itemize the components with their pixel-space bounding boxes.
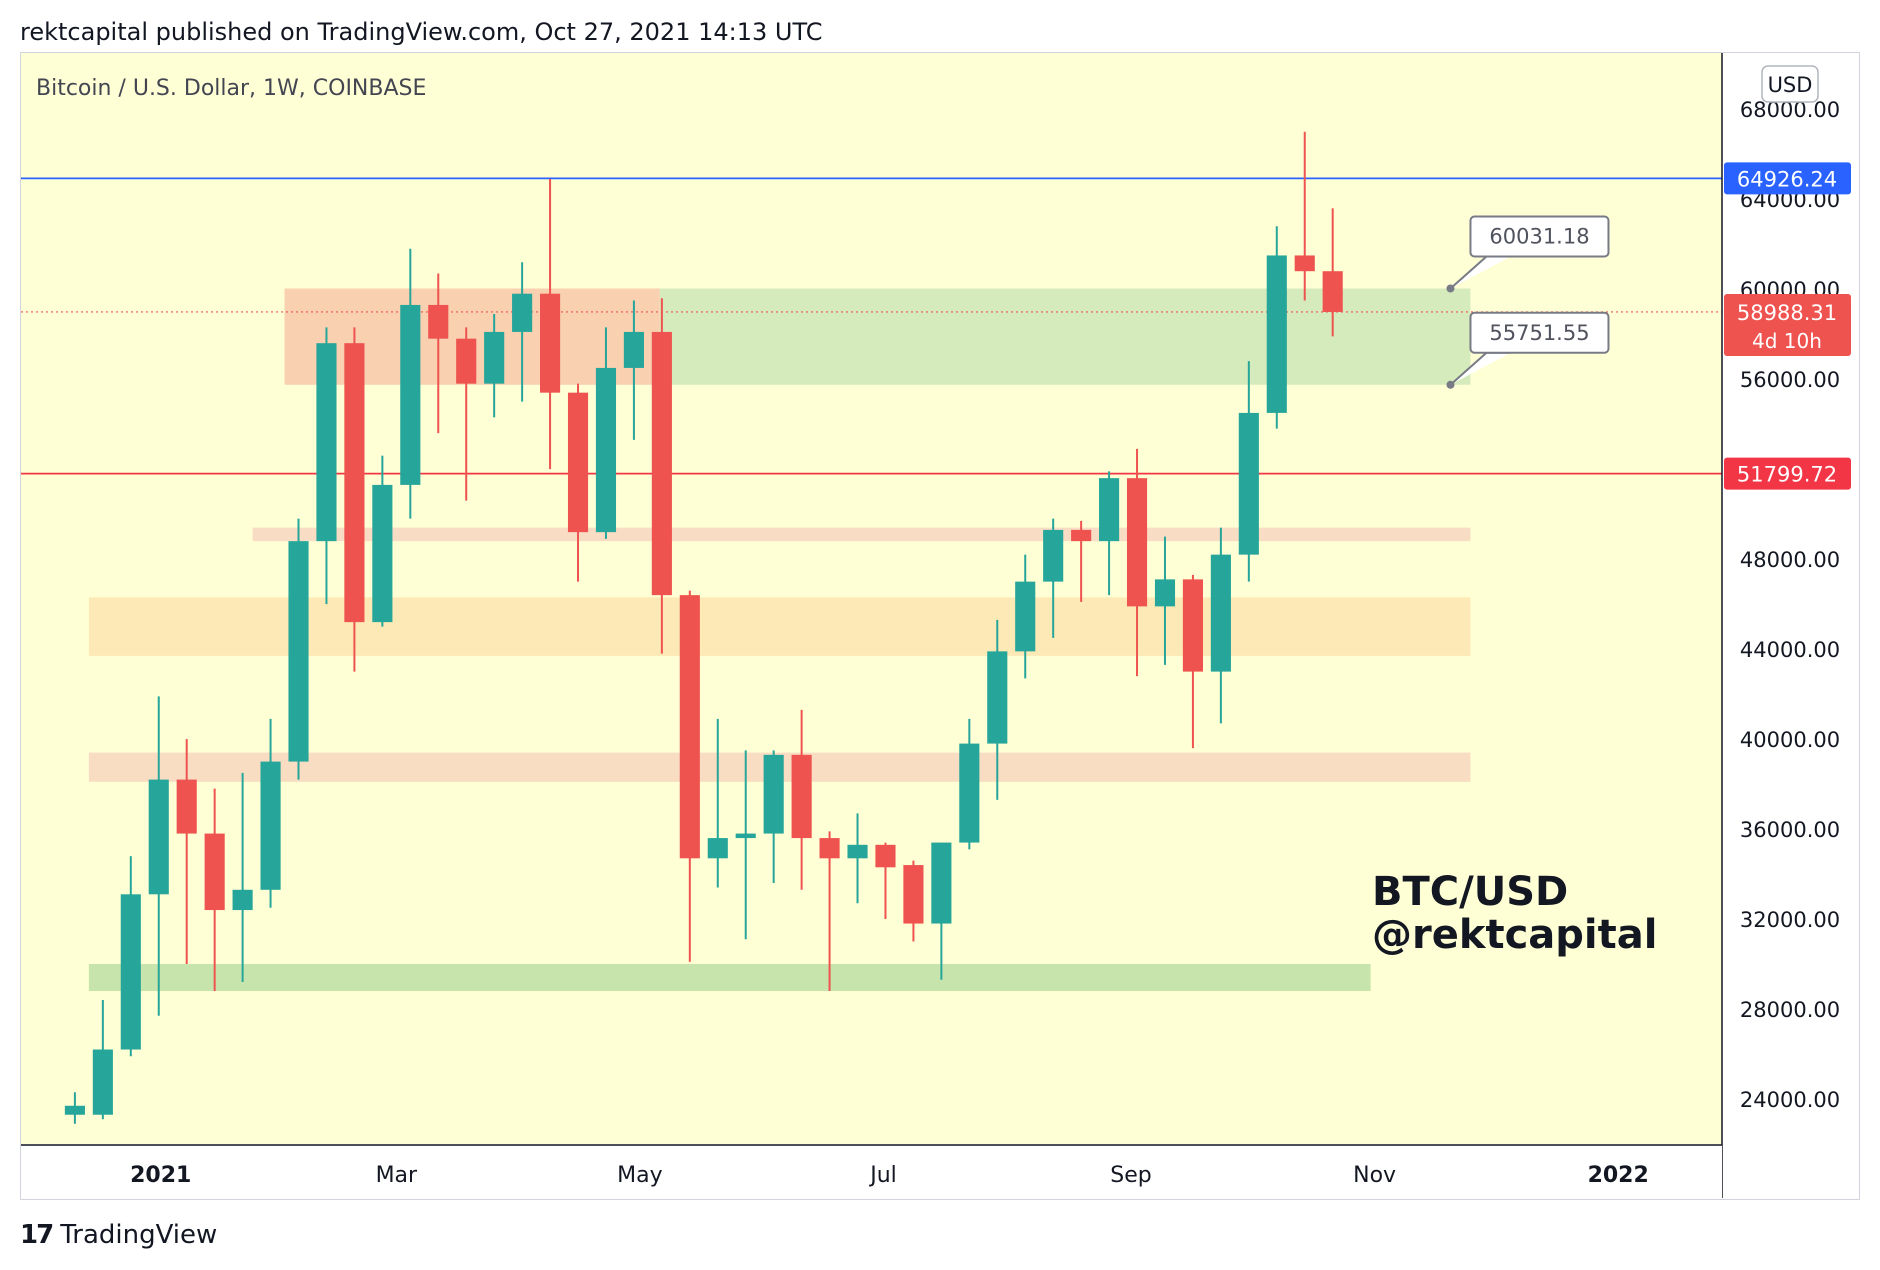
- candle-down: [428, 304, 449, 339]
- y-tick-label: 24000.00: [1740, 1088, 1840, 1112]
- candle-up: [847, 844, 868, 859]
- y-tick-label: 36000.00: [1740, 818, 1840, 842]
- candle-up: [316, 343, 337, 542]
- candle-up: [288, 541, 309, 762]
- x-tick-label: Jul: [868, 1163, 897, 1188]
- candle-down: [176, 779, 197, 834]
- y-tick-label: 56000.00: [1740, 368, 1840, 392]
- candle-up: [64, 1105, 85, 1115]
- current-price-tag: [1724, 293, 1851, 356]
- y-tick-label: 40000.00: [1740, 728, 1840, 752]
- candle-up: [484, 331, 505, 384]
- x-tick-label: 2022: [1588, 1163, 1649, 1188]
- currency-button[interactable]: USD: [1761, 65, 1819, 103]
- candle-down: [679, 595, 700, 859]
- callout-box: [1469, 311, 1610, 354]
- candle-down: [1294, 255, 1315, 272]
- callout-box: [1469, 215, 1610, 258]
- candle-down: [1126, 478, 1148, 607]
- watermark-line2: @rektcapital: [1372, 912, 1657, 958]
- candle-up: [1210, 554, 1231, 672]
- currency-label: USD: [1768, 73, 1813, 97]
- countdown-label: 4d 10h: [1752, 329, 1822, 353]
- candle-up: [1238, 412, 1259, 555]
- candle-down: [1182, 579, 1203, 672]
- x-tick-label: Nov: [1353, 1163, 1396, 1188]
- zone-band: [88, 597, 1471, 656]
- publish-header: rektcapital published on TradingView.com…: [20, 18, 823, 46]
- candle-up: [260, 761, 281, 890]
- y-tick-label: 44000.00: [1740, 638, 1840, 662]
- price-tag-label: 64926.24: [1737, 167, 1837, 191]
- candle-down: [204, 833, 225, 911]
- candle-up: [707, 838, 728, 859]
- x-tick-labels: 2021 Mar May Jul Sep Nov 2022: [130, 1163, 1649, 1188]
- price-tag: [1724, 162, 1851, 195]
- callout-label: 60031.18: [1489, 224, 1589, 248]
- candle-up: [512, 293, 533, 332]
- zone-band: [88, 964, 1371, 992]
- candle-down: [567, 392, 589, 533]
- candle-up: [400, 304, 421, 485]
- y-tick-label: 28000.00: [1740, 998, 1840, 1022]
- candle-up: [1154, 579, 1176, 607]
- x-tick-label: 2021: [130, 1163, 191, 1188]
- candle-up: [92, 1049, 113, 1115]
- candle-down: [819, 838, 840, 859]
- price-axis-background: [1722, 53, 1859, 1198]
- tradingview-logo-icon: 17: [20, 1220, 54, 1250]
- candle-up: [959, 743, 980, 843]
- candle-down: [1322, 271, 1343, 312]
- footer-brand: TradingView: [60, 1220, 218, 1250]
- candle-up: [1015, 581, 1036, 652]
- y-tick-label: 32000.00: [1740, 908, 1840, 932]
- candle-down: [456, 338, 477, 384]
- callouts-layer: 60031.18 55751.55: [1446, 215, 1610, 389]
- candle-up: [987, 651, 1008, 744]
- candle-down: [540, 293, 561, 393]
- callout-anchor-dot: [1446, 284, 1455, 293]
- candle-up: [232, 889, 253, 911]
- callout-label: 55751.55: [1489, 321, 1589, 345]
- candle-up: [735, 833, 756, 839]
- footer: 17 TradingView: [20, 1220, 217, 1250]
- candle-up: [1099, 478, 1120, 542]
- x-tick-label: Sep: [1110, 1163, 1151, 1188]
- price-tag: [1724, 457, 1851, 490]
- candle-up: [595, 367, 617, 533]
- chart-frame: [20, 52, 1860, 1200]
- candle-down: [875, 844, 896, 868]
- zone-band: [252, 527, 1471, 542]
- watermark-line1: BTC/USD: [1372, 869, 1568, 915]
- y-tick-label: 48000.00: [1740, 548, 1840, 572]
- candle-down: [651, 331, 672, 596]
- chart-title: Bitcoin / U.S. Dollar, 1W, COINBASE: [36, 76, 426, 101]
- candle-up: [372, 484, 393, 623]
- candle-down: [344, 343, 365, 623]
- candle-down: [791, 754, 812, 839]
- x-tick-label: Mar: [376, 1163, 418, 1188]
- time-axis-background: [21, 1145, 1722, 1198]
- price-labels-layer: 64926.24 51799.72 58988.31 4d 10h: [1724, 162, 1851, 490]
- current-price-label: 58988.31: [1737, 301, 1837, 325]
- zone-band: [659, 288, 1471, 385]
- candle-up: [1266, 255, 1287, 413]
- callout-anchor-dot: [1446, 380, 1455, 389]
- candle-up: [120, 894, 141, 1050]
- x-tick-label: May: [617, 1163, 662, 1188]
- horizontal-lines-layer: [21, 177, 1722, 475]
- price-tag-label: 51799.72: [1737, 463, 1837, 487]
- candle-down: [903, 865, 924, 924]
- candle-up: [763, 754, 784, 834]
- candle-up: [148, 779, 169, 895]
- candle-up: [1043, 529, 1064, 582]
- candles-layer: [64, 131, 1343, 1124]
- candle-up: [931, 842, 952, 924]
- candle-up: [623, 331, 644, 368]
- candle-down: [1071, 529, 1092, 542]
